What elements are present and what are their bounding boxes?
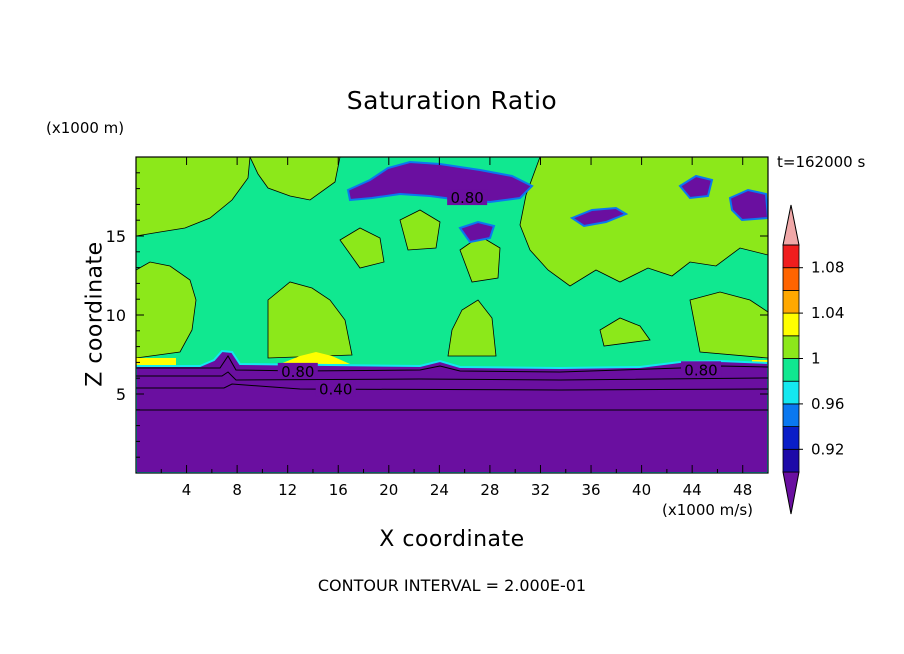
x-tick-label: 12 — [278, 481, 297, 499]
colorbar: 0.92 0.96 1 1.04 1.08 — [782, 204, 844, 515]
y-tick-label: 5 — [116, 385, 126, 404]
contour-label: 0.40 — [319, 380, 352, 398]
x-tick-label: 28 — [480, 481, 499, 499]
contour-label: 0.80 — [684, 361, 717, 379]
x-tick-label: 20 — [379, 481, 398, 499]
x-tick-label: 32 — [531, 481, 550, 499]
colorbar-swatch — [782, 380, 800, 405]
x-tick-label: 44 — [683, 481, 702, 499]
contour-label-bg — [447, 189, 488, 206]
x-axis-label: X coordinate — [379, 527, 525, 552]
colorbar-tick-label: 0.92 — [811, 440, 844, 458]
colorbar-tick-label: 0.96 — [811, 395, 844, 413]
x-tick-label: 36 — [581, 481, 600, 499]
x-tick-label: 24 — [430, 481, 449, 499]
contour-interval-note: CONTOUR INTERVAL = 2.000E-01 — [317, 576, 587, 595]
colorbar-swatch — [782, 244, 800, 269]
field-dry-layer — [136, 349, 768, 473]
colorbar-swatch — [782, 426, 800, 450]
contour-label: 0.80 — [450, 189, 483, 207]
plot-area: 0.80 0.80 0.40 0.80 — [136, 157, 768, 473]
contour-label-bg — [681, 361, 722, 378]
contour-label-bg — [277, 362, 318, 379]
colorbar-swatch — [782, 448, 800, 473]
contour-label-bg — [315, 380, 356, 397]
contour-line-0-60 — [136, 371, 768, 381]
x-axis-unit: (x1000 m/s) — [662, 501, 754, 519]
colorbar-under-triangle — [782, 471, 800, 515]
x-tick-label: 40 — [632, 481, 651, 499]
y-axis-unit: (x1000 m) — [46, 119, 125, 137]
x-tick-label: 48 — [733, 481, 752, 499]
contour-line-0-40 — [136, 383, 768, 391]
chart-title: Saturation Ratio — [346, 86, 558, 115]
y-tick-label: 10 — [106, 306, 126, 325]
x-tick-label: 8 — [232, 481, 242, 499]
colorbar-swatch — [782, 403, 800, 427]
y-axis-ticks: 5 10 15 — [106, 172, 768, 458]
contour-labels: 0.80 0.80 0.40 0.80 — [277, 189, 722, 398]
x-tick-label: 4 — [182, 481, 192, 499]
colorbar-over-triangle — [782, 204, 800, 246]
colorbar-tick-label: 1.04 — [811, 304, 844, 322]
x-tick-label: 16 — [329, 481, 348, 499]
time-label: t=162000 s — [777, 153, 866, 171]
colorbar-swatch — [782, 289, 800, 314]
colorbar-tick-label: 1 — [811, 350, 821, 368]
x-axis-ticks: 4 8 12 16 20 24 28 32 36 40 44 48 — [160, 157, 752, 499]
y-tick-label: 15 — [106, 227, 126, 246]
colorbar-swatch — [782, 335, 800, 359]
colorbar-swatch — [782, 358, 800, 382]
colorbar-tick-label: 1.08 — [811, 259, 844, 277]
contour-label: 0.80 — [281, 363, 314, 381]
colorbar-swatch — [782, 267, 800, 291]
colorbar-swatch — [782, 312, 800, 337]
